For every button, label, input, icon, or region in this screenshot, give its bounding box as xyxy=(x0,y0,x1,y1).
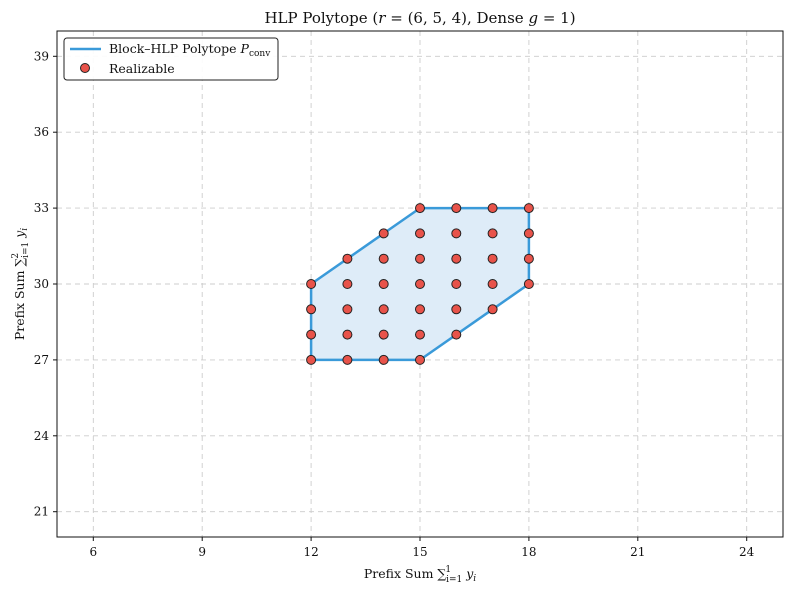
y-axis-label: Prefix Sum ∑2i=1 yi xyxy=(11,228,31,340)
y-tick-label: 24 xyxy=(34,429,50,443)
realizable-point xyxy=(523,279,534,289)
x-tick-label: 12 xyxy=(303,545,318,559)
x-tick-label: 9 xyxy=(198,545,206,559)
y-tick-label: 27 xyxy=(34,353,49,367)
x-tick-label: 24 xyxy=(739,545,755,559)
realizable-point xyxy=(487,203,498,214)
y-tick-label: 33 xyxy=(34,201,49,215)
realizable-point xyxy=(378,329,389,340)
realizable-point xyxy=(378,253,389,264)
realizable-point xyxy=(451,304,462,315)
legend: Block–HLP Polytope Pconv Realizable xyxy=(63,37,279,81)
y-tick-label: 36 xyxy=(34,125,49,139)
y-tick-label: 30 xyxy=(34,277,49,291)
realizable-point xyxy=(306,329,317,340)
realizable-point xyxy=(306,354,317,365)
x-tick-label: 15 xyxy=(412,545,427,559)
x-tick-label: 18 xyxy=(521,545,536,559)
realizable-point xyxy=(487,228,498,239)
realizable-point xyxy=(378,228,389,239)
realizable-point xyxy=(523,228,534,239)
legend-box xyxy=(63,37,279,81)
y-axis-ticks: 21 24 27 30 33 36 39 xyxy=(34,49,57,519)
realizable-point xyxy=(415,228,425,239)
realizable-points xyxy=(306,203,534,365)
realizable-point xyxy=(487,304,498,315)
realizable-point xyxy=(451,228,462,239)
realizable-point xyxy=(306,304,317,315)
realizable-point xyxy=(415,304,425,315)
y-tick-label: 39 xyxy=(34,49,49,63)
legend-realizable-label: Realizable xyxy=(109,61,175,76)
realizable-point xyxy=(342,279,353,289)
x-tick-label: 6 xyxy=(89,545,97,559)
realizable-point xyxy=(451,279,462,289)
chart-title: HLP Polytope (r = (6, 5, 4), Dense g = 1… xyxy=(264,9,575,27)
realizable-point xyxy=(342,253,353,264)
realizable-point xyxy=(523,203,534,214)
realizable-point xyxy=(342,329,353,340)
realizable-point xyxy=(487,253,498,264)
x-tick-label: 21 xyxy=(630,545,645,559)
realizable-point xyxy=(451,253,462,264)
y-tick-label: 21 xyxy=(34,505,49,519)
realizable-point xyxy=(415,203,425,214)
realizable-point xyxy=(415,329,425,340)
realizable-point xyxy=(378,354,389,365)
realizable-point xyxy=(487,279,498,289)
realizable-point xyxy=(342,304,353,315)
x-axis-ticks: 6 9 12 15 18 21 24 xyxy=(89,537,755,559)
realizable-point xyxy=(378,279,389,289)
legend-realizable-swatch xyxy=(80,63,90,73)
realizable-point xyxy=(415,279,425,289)
realizable-point xyxy=(378,304,389,315)
x-axis-label: Prefix Sum ∑1 i=1 yi xyxy=(364,565,476,585)
legend-polytope-label: Block–HLP Polytope Pconv xyxy=(109,41,271,59)
realizable-point xyxy=(451,329,462,340)
realizable-point xyxy=(523,253,534,264)
realizable-point xyxy=(415,354,425,365)
realizable-point xyxy=(306,279,317,289)
realizable-point xyxy=(451,203,462,214)
realizable-point xyxy=(415,253,425,264)
realizable-point xyxy=(342,354,353,365)
grid xyxy=(57,31,783,537)
